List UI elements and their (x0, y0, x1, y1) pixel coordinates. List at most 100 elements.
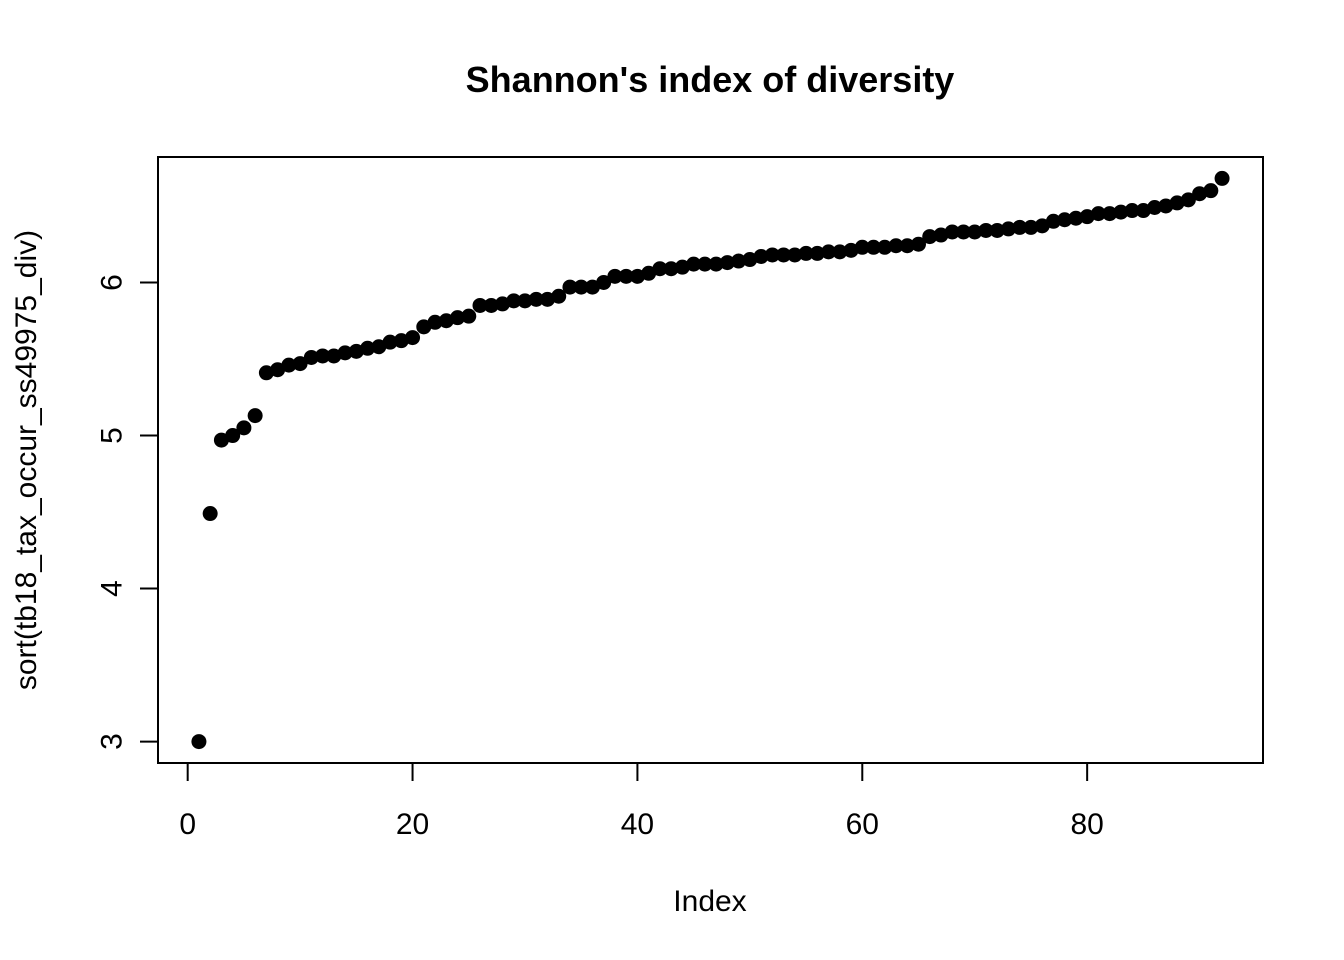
y-tick-label: 3 (96, 733, 129, 750)
x-tick-label: 20 (396, 808, 429, 841)
data-point (832, 244, 848, 260)
data-point (877, 239, 893, 255)
data-point (247, 408, 263, 424)
data-point (753, 248, 769, 264)
data-point (944, 224, 960, 240)
data-point (270, 362, 286, 378)
data-point (584, 279, 600, 295)
data-point (1057, 212, 1073, 228)
data-point (1012, 219, 1028, 235)
data-point (472, 297, 488, 313)
data-point (787, 247, 803, 263)
data-point (1158, 198, 1174, 214)
data-point (337, 345, 353, 361)
y-tick-label: 5 (96, 427, 129, 444)
data-point (450, 310, 466, 326)
data-point (315, 348, 331, 364)
data-point (292, 356, 308, 372)
data-point (573, 279, 589, 295)
data-point (517, 293, 533, 309)
data-point (596, 274, 612, 290)
data-point (967, 224, 983, 240)
data-point (539, 291, 555, 307)
x-tick-label: 0 (179, 808, 196, 841)
data-point (281, 357, 297, 373)
x-tick-label: 40 (621, 808, 654, 841)
x-axis-label: Index (673, 885, 746, 918)
x-tick-label: 80 (1070, 808, 1103, 841)
data-point (1113, 204, 1129, 220)
data-point (1045, 213, 1061, 229)
data-point (697, 256, 713, 272)
data-point (1023, 219, 1039, 235)
y-tick-label: 4 (96, 580, 129, 597)
data-point (461, 308, 477, 324)
data-point (708, 256, 724, 272)
y-axis-label: sort(tb18_tax_occur_ss49975_div) (10, 230, 43, 690)
data-point (382, 334, 398, 350)
data-point (528, 291, 544, 307)
data-point (1079, 209, 1095, 225)
data-point (236, 420, 252, 436)
data-point (1124, 203, 1140, 219)
data-point (483, 297, 499, 313)
data-point (1192, 186, 1208, 202)
data-point (1034, 218, 1050, 234)
data-point (427, 314, 443, 330)
data-point (663, 261, 679, 277)
data-point (686, 256, 702, 272)
x-tick-label: 60 (846, 808, 879, 841)
data-point (989, 222, 1005, 238)
data-point (393, 333, 409, 349)
x-axis: 0 20 40 60 80 (179, 762, 1104, 841)
data-point (371, 339, 387, 355)
data-point (933, 227, 949, 243)
data-point (416, 319, 432, 335)
data-point (1214, 170, 1230, 186)
data-point (225, 428, 241, 444)
data-point (202, 506, 218, 522)
data-point (494, 296, 510, 312)
data-point (798, 245, 814, 261)
data-point (731, 253, 747, 269)
data-point (607, 268, 623, 284)
data-point (348, 343, 364, 359)
data-point (360, 340, 376, 356)
data-point (213, 432, 229, 448)
data-point (899, 238, 915, 254)
data-point (764, 247, 780, 263)
data-point (776, 247, 792, 263)
data-point (1135, 203, 1151, 219)
data-point (1180, 192, 1196, 208)
data-points (191, 170, 1230, 750)
data-point (1203, 183, 1219, 199)
data-point (618, 268, 634, 284)
data-point (405, 330, 421, 346)
data-point (911, 236, 927, 252)
y-tick-label: 6 (96, 274, 129, 291)
data-point (809, 245, 825, 261)
data-point (629, 268, 645, 284)
data-point (866, 239, 882, 255)
data-point (551, 288, 567, 304)
data-point (719, 255, 735, 271)
data-point (674, 259, 690, 275)
data-point (191, 734, 207, 750)
data-point (843, 242, 859, 258)
data-point (562, 279, 578, 295)
plot-frame (157, 156, 1264, 764)
data-point (1000, 221, 1016, 237)
data-point (326, 348, 342, 364)
data-point (1147, 200, 1163, 215)
chart-title: Shannon's index of diversity (466, 59, 955, 100)
data-point (652, 261, 668, 277)
data-point (1090, 206, 1106, 222)
data-point (978, 222, 994, 238)
data-point (888, 238, 904, 254)
data-point (258, 365, 274, 381)
data-point (1068, 210, 1084, 226)
data-point (1102, 206, 1118, 222)
data-point (854, 239, 870, 255)
data-point (955, 224, 971, 240)
